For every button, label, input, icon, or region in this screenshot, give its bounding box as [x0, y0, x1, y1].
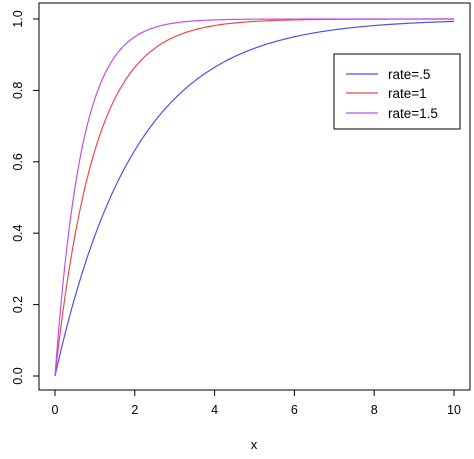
legend-label-rate-1: rate=1 [388, 86, 427, 101]
x-tick-label: 2 [131, 403, 138, 417]
y-tick-label: 0.8 [11, 82, 25, 99]
y-tick-label: 0.2 [11, 296, 25, 313]
series-line-rate-5 [54, 20, 455, 377]
x-tick-label: 8 [371, 403, 378, 417]
x-tick-label: 10 [447, 403, 461, 417]
x-tick-label: 6 [291, 403, 298, 417]
plot-frame [38, 2, 471, 391]
x-tick-label: 4 [211, 403, 218, 417]
y-tick-label: 1.0 [11, 10, 25, 27]
x-axis-label: x [251, 437, 258, 452]
legend-label-rate-0-5: rate=.5 [388, 67, 430, 82]
axes-layer: 0 2 4 6 8 10 0.0 0.2 0.4 0.6 0.8 1.0 [11, 10, 461, 417]
x-tick-label: 0 [52, 403, 59, 417]
y-tick-label: 0.6 [11, 153, 25, 170]
series-line-rate-1-5 [54, 18, 454, 377]
series-layer [54, 18, 455, 377]
y-tick-label: 0.4 [11, 224, 25, 241]
y-tick-label: 0.0 [11, 367, 25, 384]
legend: rate=.5 rate=1 rate=1.5 [333, 53, 461, 130]
legend-label-rate-1-5: rate=1.5 [388, 106, 438, 121]
legend-box [333, 53, 461, 130]
